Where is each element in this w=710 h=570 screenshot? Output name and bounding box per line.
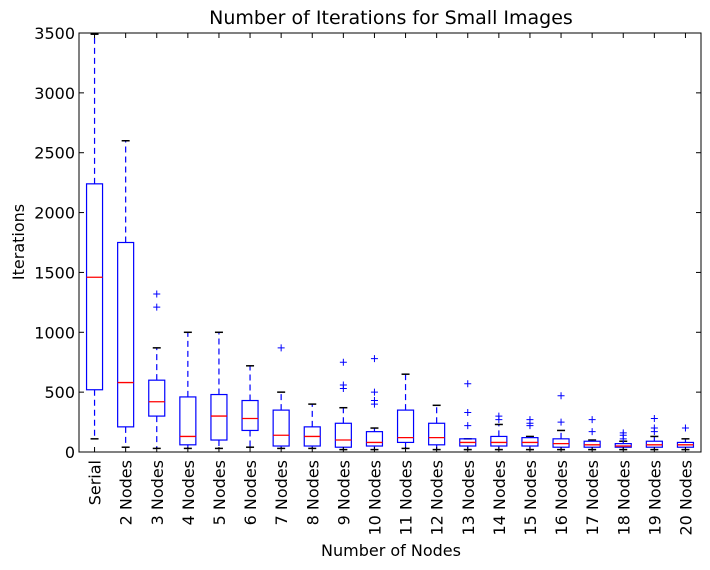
outlier-marker xyxy=(650,414,658,422)
box xyxy=(396,409,415,444)
box xyxy=(490,435,508,447)
outlier-marker xyxy=(370,355,378,363)
outlier-marker xyxy=(370,397,378,405)
outlier-marker xyxy=(153,290,161,298)
x-tick-label: 8 Nodes xyxy=(303,460,322,525)
box xyxy=(210,393,228,441)
x-tick-label: 14 Nodes xyxy=(490,460,509,536)
x-axis-title: Number of Nodes xyxy=(321,541,461,560)
outlier-marker xyxy=(681,424,689,432)
box xyxy=(85,183,104,391)
x-tick-label: 3 Nodes xyxy=(148,460,167,525)
outlier-marker xyxy=(153,303,161,311)
outlier-marker xyxy=(464,408,472,416)
box xyxy=(241,399,259,432)
plot-frame xyxy=(78,32,702,453)
x-tick-label: 19 Nodes xyxy=(645,460,664,536)
box xyxy=(148,379,166,417)
outlier-marker xyxy=(464,422,472,430)
x-tick-label: 6 Nodes xyxy=(241,460,260,525)
outlier-marker xyxy=(339,358,347,366)
y-tick-label: 0 xyxy=(65,443,75,462)
outlier-marker xyxy=(464,380,472,388)
x-tick-label: 4 Nodes xyxy=(179,460,198,525)
x-tick-label: 20 Nodes xyxy=(676,460,695,536)
y-tick-label: 2500 xyxy=(34,144,75,163)
x-tick-label: Serial xyxy=(86,460,105,505)
chart-title: Number of Iterations for Small Images xyxy=(209,7,573,29)
box xyxy=(365,431,384,447)
outlier-marker xyxy=(495,412,503,420)
outlier-marker xyxy=(526,416,534,424)
x-tick-label: 11 Nodes xyxy=(397,460,416,536)
outlier-marker xyxy=(557,392,565,400)
y-axis-title: Iterations xyxy=(9,204,28,280)
outlier-marker xyxy=(557,418,565,426)
box xyxy=(117,241,135,428)
outlier-marker xyxy=(619,429,627,437)
y-tick-label: 500 xyxy=(44,383,75,402)
outlier-marker xyxy=(588,416,596,424)
x-tick-label: 16 Nodes xyxy=(552,460,571,536)
plot-area: 0 500 1000 1500 2000 2500 3000 3500 Serial 2 Node… xyxy=(34,24,702,536)
x-tick-label: 10 Nodes xyxy=(365,460,384,536)
x-tick-label: 7 Nodes xyxy=(272,460,291,525)
x-tick-label: 17 Nodes xyxy=(583,460,602,536)
x-tick-label: 12 Nodes xyxy=(428,460,447,536)
outlier-marker xyxy=(650,424,658,432)
box xyxy=(179,396,197,446)
x-tick-label: 2 Nodes xyxy=(117,460,136,525)
x-tick-label: 9 Nodes xyxy=(334,460,353,525)
y-tick-label: 1500 xyxy=(34,263,75,282)
x-tick-label: 13 Nodes xyxy=(459,460,478,536)
y-tick-label: 2000 xyxy=(34,204,75,223)
y-tick-label: 1000 xyxy=(34,323,75,342)
outlier-marker xyxy=(339,381,347,389)
y-tick-label: 3000 xyxy=(34,84,75,103)
x-tick-label: 5 Nodes xyxy=(210,460,229,525)
box xyxy=(428,422,446,446)
x-tick-label: 18 Nodes xyxy=(614,460,633,536)
y-tick-label: 3500 xyxy=(34,24,75,43)
box xyxy=(272,409,290,447)
box xyxy=(334,422,352,448)
x-tick-label: 15 Nodes xyxy=(521,460,540,536)
outlier-marker xyxy=(277,344,285,352)
outlier-marker xyxy=(370,388,378,396)
outlier-marker xyxy=(588,428,596,436)
